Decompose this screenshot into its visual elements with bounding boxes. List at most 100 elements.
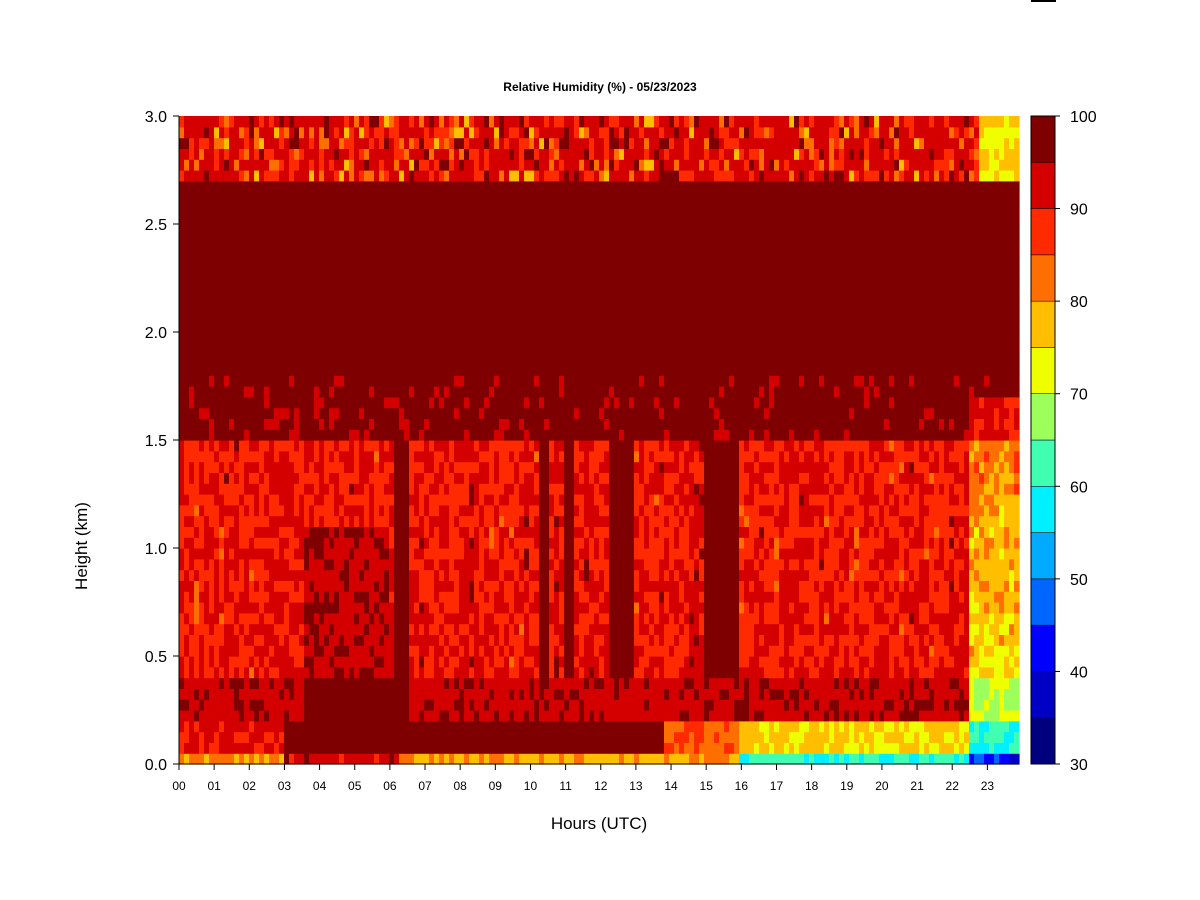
heatmap-cell [329,396,335,409]
heatmap-cell [514,299,520,311]
heatmap-cell [574,720,580,733]
heatmap-cell [284,137,290,149]
heatmap-cell [484,224,490,236]
heatmap-cell [239,396,245,409]
heatmap-cell [439,234,445,247]
heatmap-cell [274,267,280,279]
heatmap-cell [549,645,555,657]
heatmap-cell [594,742,600,754]
heatmap-cell [229,224,235,236]
heatmap-cell [259,364,265,376]
heatmap-cell [474,677,480,689]
heatmap-cell [554,332,560,344]
heatmap-cell [209,602,215,614]
heatmap-cell [584,202,590,214]
heatmap-cell [234,623,240,635]
heatmap-cell [374,450,380,463]
heatmap-cell [544,731,550,743]
heatmap-cell [479,159,485,171]
heatmap-cell [269,461,275,473]
heatmap-cell [269,602,275,614]
heatmap-cell [424,450,430,463]
heatmap-cell [394,494,400,506]
heatmap-cell [334,191,340,203]
heatmap-cell [579,526,585,538]
heatmap-cell [324,234,330,247]
heatmap-cell [209,753,215,765]
heatmap-cell [474,202,480,214]
heatmap-cell [514,720,520,733]
heatmap-cell [249,537,255,549]
heatmap-cell [404,170,410,182]
heatmap-cell [309,591,315,603]
heatmap-cell [209,407,215,419]
heatmap-cell [364,126,370,139]
heatmap-cell [489,569,495,581]
heatmap-cell [474,213,480,225]
heatmap-cell [494,591,500,603]
heatmap-cell [244,699,250,711]
heatmap-cell [519,353,525,365]
heatmap-cell [419,720,425,733]
heatmap-cell [239,191,245,203]
heatmap-cell [499,666,505,679]
heatmap-cell [234,580,240,592]
heatmap-cell [364,191,370,203]
heatmap-cell [464,612,470,625]
heatmap-cell [324,666,330,679]
heatmap-cell [314,634,320,646]
heatmap-cell [194,278,200,290]
heatmap-cell [399,753,405,765]
heatmap-cell [384,494,390,506]
heatmap-cell [529,364,535,376]
heatmap-cell [189,720,195,733]
heatmap-cell [484,126,490,139]
heatmap-cell [469,548,475,560]
heatmap-cell [389,580,395,592]
heatmap-cell [404,342,410,355]
heatmap-cell [224,375,230,387]
heatmap-cell [229,558,235,571]
heatmap-cell [259,710,265,722]
heatmap-cell [269,731,275,743]
heatmap-cell [334,116,340,128]
heatmap-cell [314,515,320,527]
heatmap-cell [209,170,215,182]
heatmap-cell [364,213,370,225]
heatmap-cell [234,494,240,506]
heatmap-cell [559,418,565,430]
heatmap-cell [524,580,530,592]
heatmap-cell [259,461,265,473]
heatmap-cell [414,213,420,225]
heatmap-cell [509,494,515,506]
heatmap-cell [419,623,425,635]
heatmap-cell [194,213,200,225]
heatmap-cell [334,494,340,506]
heatmap-cell [514,180,520,193]
heatmap-cell [569,332,575,344]
heatmap-cell [304,407,310,419]
heatmap-cell [494,688,500,700]
heatmap-cell [454,191,460,203]
heatmap-cell [194,472,200,484]
heatmap-cell [509,364,515,376]
heatmap-cell [179,461,185,473]
heatmap-cell [574,278,580,290]
heatmap-cell [249,591,255,603]
heatmap-cell [554,375,560,387]
heatmap-cell [179,299,185,311]
heatmap-cell [439,602,445,614]
heatmap-cell [294,180,300,193]
heatmap-cell [224,267,230,279]
heatmap-cell [439,213,445,225]
heatmap-cell [254,645,260,657]
heatmap-cell [564,418,570,430]
heatmap-cell [469,569,475,581]
heatmap-cell [569,202,575,214]
heatmap-cell [559,396,565,409]
heatmap-cell [559,494,565,506]
heatmap-cell [299,396,305,409]
heatmap-cell [199,116,205,128]
heatmap-cell [344,375,350,387]
heatmap-cell [214,461,220,473]
